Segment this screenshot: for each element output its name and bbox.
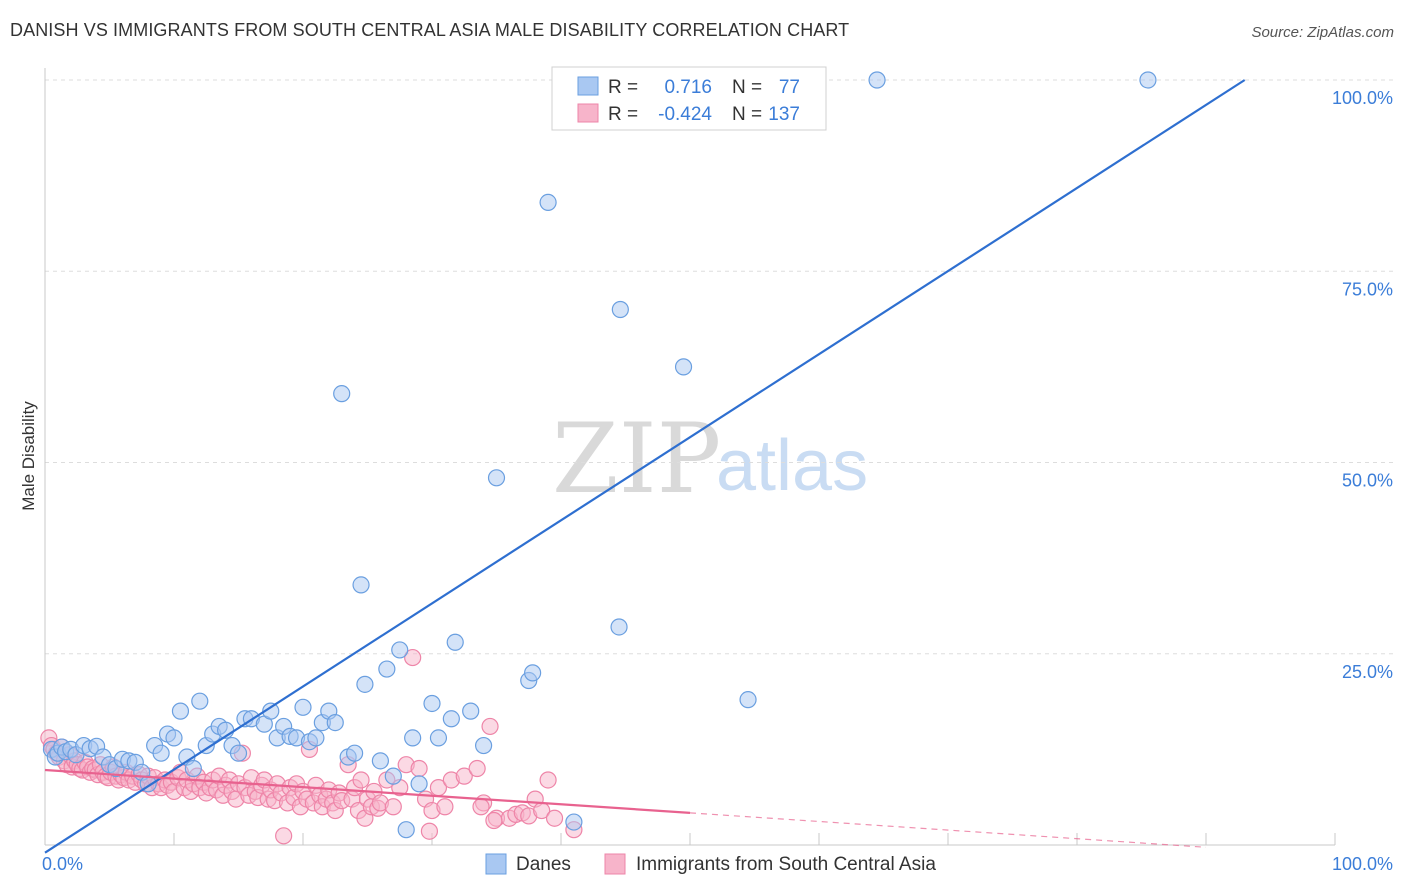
danes-point-68 — [565, 813, 583, 831]
danes-point-60 — [442, 710, 460, 728]
gridlines — [45, 79, 1393, 655]
danes-point-19 — [152, 744, 170, 762]
immigrants-point-79 — [275, 827, 293, 845]
immigrants-point-134 — [485, 811, 503, 830]
immigrants-point-131 — [539, 771, 557, 789]
immigrants-point-120 — [455, 767, 473, 785]
danes-point-62 — [462, 702, 480, 720]
danes-point-48 — [346, 744, 364, 762]
y-tick-label-50: 50.0% — [1342, 471, 1393, 491]
danes-point-72 — [739, 691, 757, 709]
x-tick-label-min: 0.0% — [42, 854, 83, 874]
immigrants-trendline-extension — [689, 812, 1207, 848]
danes-point-56 — [404, 729, 422, 747]
danes-point-42 — [307, 729, 325, 747]
immigrants-point-136 — [420, 822, 439, 840]
y-axis-label: Male Disability — [19, 401, 38, 511]
chart-title: DANISH VS IMMIGRANTS FROM SOUTH CENTRAL … — [10, 20, 850, 40]
danes-point-53 — [384, 767, 402, 785]
source-label: Source: ZipAtlas.com — [1251, 24, 1394, 41]
y-tick-label-75: 75.0% — [1342, 279, 1393, 299]
danes-point-64 — [487, 469, 506, 487]
immigrants-point-118 — [436, 798, 454, 816]
stats-box: R = 0.716 N = 77 R = -0.424 N = 137 — [551, 66, 827, 131]
danes-point-57 — [410, 775, 428, 793]
trendlines — [44, 79, 1246, 854]
danes-trendline — [44, 79, 1246, 854]
danes-point-46 — [333, 385, 351, 403]
legend-swatch-danes — [485, 853, 507, 875]
immigrants-point-135 — [472, 798, 490, 816]
immigrants-point-110 — [384, 798, 402, 816]
danes-point-67 — [539, 193, 557, 211]
danes-point-66 — [524, 664, 542, 682]
stats-danes-r-label: R = — [608, 77, 638, 98]
immigrants-point-121 — [468, 759, 486, 778]
stats-immigrants-r-value: -0.424 — [658, 104, 712, 125]
legend-swatch-immigrants — [604, 853, 626, 875]
legend-label-immigrants: Immigrants from South Central Asia — [636, 854, 936, 875]
stats-immigrants-n-label: N = — [732, 104, 762, 125]
watermark-zip: ZIP — [552, 403, 721, 515]
legend: Danes Immigrants from South Central Asia — [485, 853, 936, 875]
stats-danes-r-value: 0.716 — [664, 77, 712, 98]
immigrants-point-123 — [481, 717, 499, 736]
stats-danes-n-value: 77 — [779, 77, 800, 98]
y-tick-label-100: 100.0% — [1332, 88, 1393, 108]
danes-point-31 — [229, 744, 248, 762]
danes-point-40 — [294, 698, 312, 716]
danes-point-50 — [356, 675, 374, 693]
danes-point-61 — [446, 633, 464, 651]
immigrants-point-113 — [404, 648, 422, 667]
immigrants-point-132 — [545, 809, 564, 827]
danes-point-59 — [429, 729, 448, 747]
danes-point-51 — [371, 752, 389, 770]
legend-label-danes: Danes — [516, 854, 571, 875]
danes-point-76 — [1139, 71, 1157, 89]
danes-points — [42, 71, 1157, 839]
immigrants-point-102 — [352, 771, 370, 789]
danes-point-63 — [475, 736, 493, 755]
danes-point-54 — [391, 641, 409, 659]
danes-point-21 — [165, 729, 183, 747]
immigrants-trendline — [44, 768, 691, 814]
danes-point-69 — [610, 618, 628, 636]
y-tick-labels: 25.0% 50.0% 75.0% 100.0% — [1332, 88, 1393, 682]
danes-point-22 — [171, 702, 190, 720]
danes-point-24 — [184, 759, 202, 778]
danes-point-75 — [868, 71, 886, 89]
danes-point-52 — [378, 660, 396, 678]
stats-immigrants-n-value: 137 — [768, 104, 800, 125]
danes-point-49 — [352, 576, 370, 594]
danes-point-58 — [423, 694, 441, 713]
x-tick-label-max: 100.0% — [1332, 854, 1393, 874]
watermark-atlas: atlas — [716, 426, 868, 506]
danes-point-25 — [191, 692, 209, 710]
danes-point-45 — [326, 713, 344, 732]
danes-point-70 — [611, 300, 629, 319]
y-tick-label-25: 25.0% — [1342, 662, 1393, 682]
stats-immigrants-r-label: R = — [608, 104, 638, 125]
stats-danes-n-label: N = — [732, 77, 762, 98]
stats-swatch-immigrants — [577, 103, 599, 123]
stats-swatch-danes — [577, 76, 599, 96]
danes-point-55 — [397, 821, 415, 839]
danes-point-71 — [674, 358, 693, 376]
immigrants-point-114 — [410, 759, 428, 778]
